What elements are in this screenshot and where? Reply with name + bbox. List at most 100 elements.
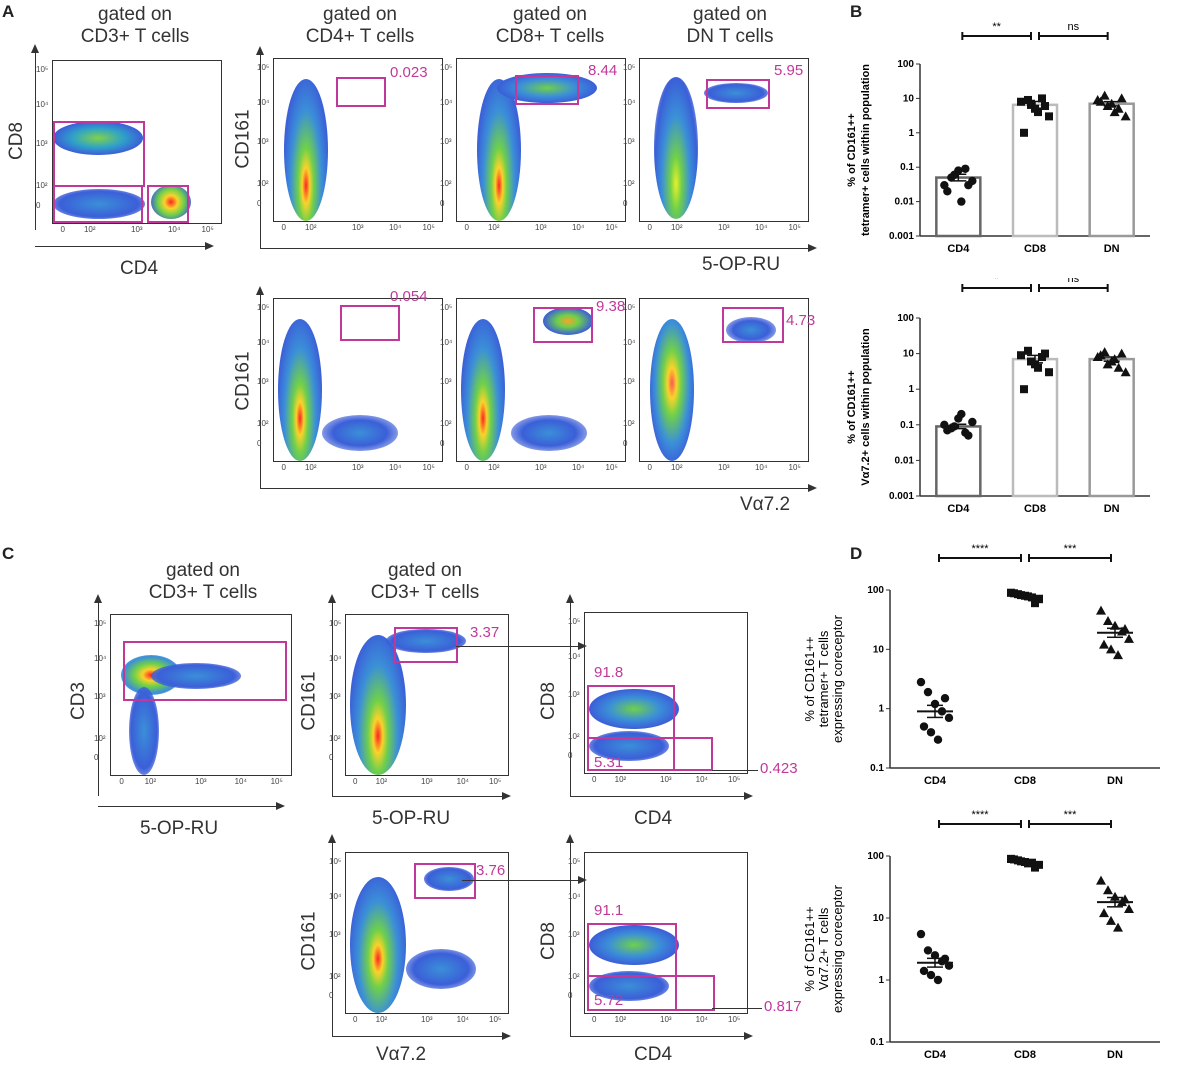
- facs-y-tick: 10⁵: [568, 616, 581, 626]
- y-axis-title-line: Vα7.2+ cells within population: [860, 328, 872, 486]
- facs-x-tick: 0: [281, 223, 286, 232]
- x-axis-label-c3: CD4: [634, 808, 673, 829]
- significance-label: ***: [1064, 543, 1078, 555]
- y-tick-label: 0.01: [895, 455, 915, 466]
- y-tick-label: 1: [878, 975, 884, 986]
- facs-y-tick: 10⁵: [94, 618, 107, 628]
- data-point: [923, 946, 933, 955]
- x-arrow-c2: [332, 796, 504, 797]
- x-axis-label-c4: Vα7.2: [376, 1044, 427, 1065]
- facs-plot-c1: [110, 614, 292, 776]
- facs-x-tick: 10³: [131, 225, 143, 234]
- facs-x-tick: 10²: [375, 1015, 388, 1024]
- facs-y-tick: 10²: [623, 179, 635, 189]
- facs-x-tick: 10⁵: [489, 1015, 502, 1024]
- data-point: [1096, 875, 1106, 885]
- gate-value-a6: 9.38: [596, 298, 626, 315]
- facs-x-tick: 0: [60, 225, 65, 234]
- facs-x-tick: 10⁴: [456, 777, 469, 786]
- gate-value-c2: 3.37: [470, 624, 500, 641]
- data-point: [950, 170, 959, 180]
- y-tick-label: 10: [873, 644, 885, 655]
- facs-y-tick: 10⁵: [257, 302, 270, 312]
- data-point: [1102, 101, 1113, 111]
- facs-x-tick: 10⁵: [788, 463, 801, 472]
- facs-y-tick: 10⁴: [440, 98, 453, 108]
- facs-y-tick: 0: [36, 200, 41, 210]
- y-axis-title: % of CD161++ Vα7.2+ T cells expressing cor…: [802, 884, 845, 1013]
- data-point: [1116, 348, 1127, 358]
- data-point: [964, 431, 973, 440]
- data-point: [1116, 93, 1127, 103]
- y-arrow-c2: [332, 600, 333, 796]
- data-point: [1095, 350, 1106, 360]
- y-axis-title: % of CD161++ tetramer+ cells within popul…: [846, 64, 872, 236]
- y-tick-label: 0.1: [870, 1037, 884, 1048]
- facs-x-tick: 0: [647, 223, 652, 232]
- y-axis-title: % of CD161++ Vα7.2+ cells within populati…: [846, 328, 872, 486]
- data-point: [1017, 591, 1025, 600]
- data-point: [1024, 592, 1032, 601]
- facs-y-tick: 10⁴: [329, 653, 342, 663]
- data-point: [919, 722, 929, 731]
- facs-y-tick: 10²: [568, 731, 580, 741]
- gate-title-a4: gated on DN T cells: [686, 4, 774, 47]
- y-arrow-c5: [570, 840, 571, 1036]
- facs-x-tick: 0: [352, 1015, 358, 1024]
- y-tick-label: 0.001: [889, 231, 914, 242]
- facs-y-tick: 0: [257, 438, 262, 448]
- x-axis-label-c2: 5-OP-RU: [372, 808, 451, 829]
- gate-value-a4: 5.95: [774, 62, 804, 79]
- facs-y-tick: 0: [329, 753, 334, 762]
- y-axis-title-line: Vα7.2+ T cells: [816, 907, 831, 990]
- bar: [1011, 357, 1059, 498]
- y-arrow-a-top: [260, 52, 261, 248]
- facs-x-tick: 10³: [195, 777, 207, 786]
- x-tick-label: DN: [1107, 775, 1123, 787]
- y-tick-label: 0.001: [889, 491, 914, 502]
- data-point: [1103, 885, 1113, 895]
- data-point: [961, 164, 970, 173]
- facs-x-tick: 10²: [83, 225, 96, 234]
- significance-label: ****: [971, 543, 989, 555]
- x-tick-label: CD4: [924, 1049, 947, 1061]
- facs-x-tick: 0: [464, 463, 469, 472]
- facs-y-tick: 10⁴: [36, 100, 49, 110]
- gate-value-c5c: 0.817: [764, 998, 802, 1015]
- facs-y-tick: 10³: [568, 690, 580, 700]
- facs-y-tick: 10⁵: [329, 618, 342, 628]
- data-point: [1120, 624, 1130, 634]
- data-point: [944, 713, 954, 723]
- facs-y-tick: 10³: [623, 137, 635, 147]
- facs-y-tick: 10³: [440, 137, 452, 147]
- panel-label-d: D: [850, 544, 863, 563]
- gate-value-c3c: 0.423: [760, 760, 798, 777]
- data-point: [1109, 107, 1120, 117]
- data-point: [923, 687, 933, 697]
- facs-y-tick: 10⁵: [623, 302, 636, 312]
- x-axis-label-c1: 5-OP-RU: [140, 818, 219, 839]
- facs-x-tick: 10⁴: [388, 223, 402, 232]
- facs-x-tick: 10³: [421, 1015, 433, 1024]
- bar: [1011, 103, 1059, 238]
- gate-value-c5b: 5.72: [594, 992, 624, 1009]
- facs-x-tick: 10²: [144, 777, 157, 786]
- gate-value-c5a: 91.1: [594, 902, 624, 919]
- facs-x-tick: 10³: [660, 775, 672, 784]
- significance-label: ***: [1064, 809, 1078, 821]
- data-point: [1099, 90, 1110, 100]
- gate-title-a2: gated on CD4+ T cells: [305, 4, 415, 47]
- facs-x-tick: 0: [647, 463, 652, 472]
- data-point: [964, 180, 973, 190]
- facs-y-tick: 10²: [257, 179, 269, 189]
- facs-y-tick: 0: [257, 198, 262, 208]
- data-point: [1095, 96, 1106, 106]
- data-point: [943, 426, 952, 435]
- data-point: [1034, 108, 1042, 117]
- facs-x-tick: 10⁵: [201, 225, 214, 234]
- facs-y-tick: 10²: [329, 733, 341, 743]
- data-point: [943, 187, 952, 196]
- facs-y-tick: 0: [568, 991, 573, 1000]
- data-point: [1017, 351, 1025, 360]
